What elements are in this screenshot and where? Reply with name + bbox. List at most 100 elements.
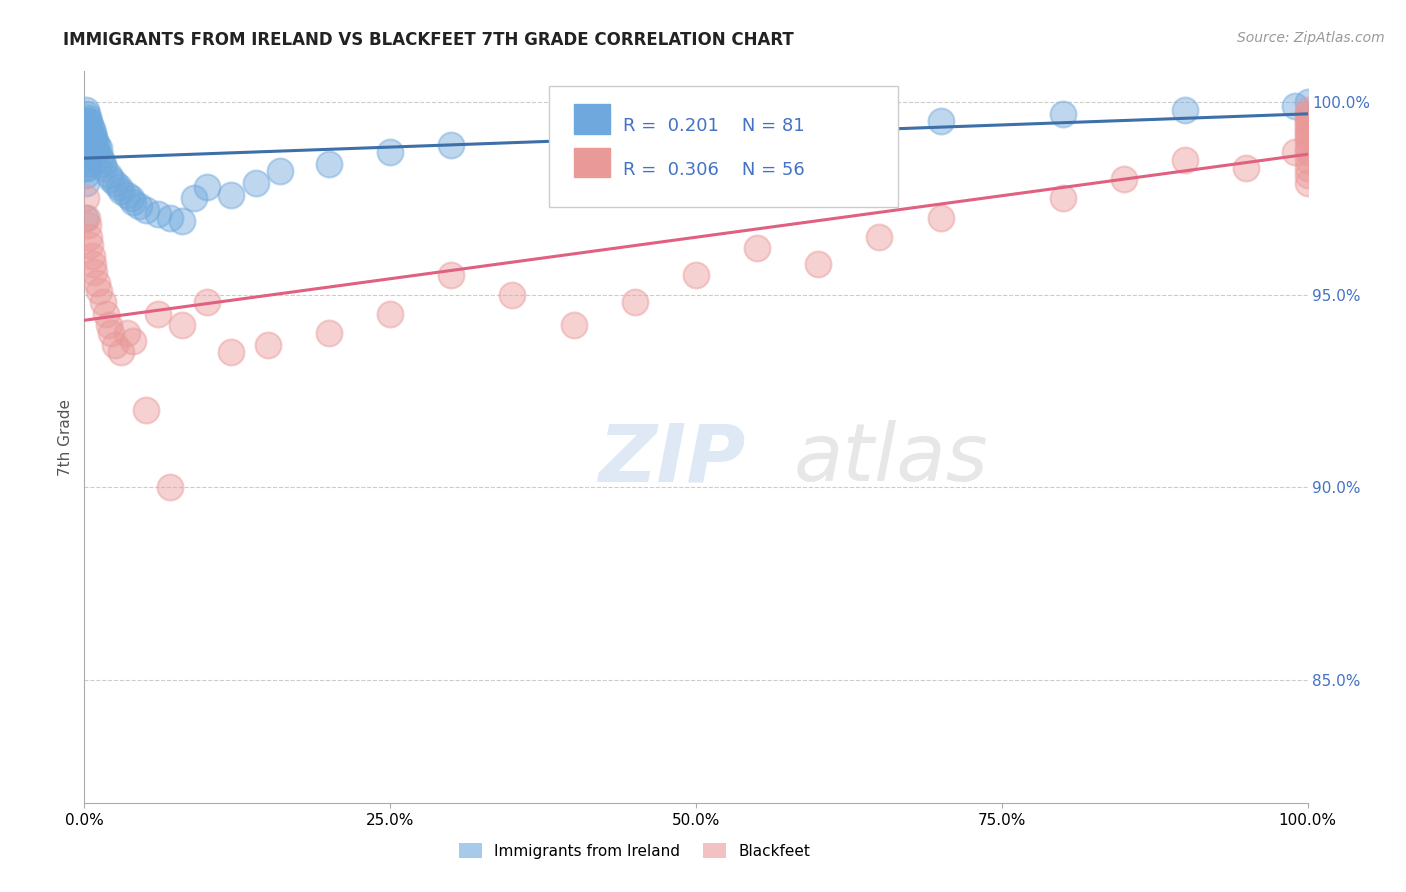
Point [195, 295, 218, 310]
Point [1296, 106, 1319, 120]
Text: IMMIGRANTS FROM IRELAND VS BLACKFEET 7TH GRADE CORRELATION CHART: IMMIGRANTS FROM IRELAND VS BLACKFEET 7TH… [63, 31, 794, 49]
Point [82, 257, 104, 271]
Point [76, 211, 98, 225]
Point [86, 145, 108, 160]
Point [77, 126, 100, 140]
Point [245, 176, 267, 190]
Point [1052, 191, 1074, 205]
Point [90, 153, 112, 167]
Point [159, 480, 181, 494]
Point [110, 184, 132, 198]
Point [75, 176, 97, 190]
Point [562, 129, 585, 144]
Point [87, 284, 110, 298]
Point [75, 129, 97, 144]
Point [75, 122, 97, 136]
Point [76, 114, 98, 128]
Point [89, 149, 111, 163]
Point [1296, 111, 1319, 125]
Text: R =  0.201    N = 81: R = 0.201 N = 81 [623, 117, 804, 135]
Point [75, 153, 97, 167]
Point [1296, 126, 1319, 140]
Point [135, 202, 157, 217]
Point [115, 326, 138, 340]
Point [104, 337, 127, 351]
Point [76, 106, 98, 120]
Point [1296, 114, 1319, 128]
Point [77, 157, 100, 171]
Point [172, 214, 194, 228]
Point [1296, 176, 1319, 190]
Point [380, 307, 402, 321]
Point [1296, 141, 1319, 155]
Point [146, 207, 169, 221]
Point [1296, 103, 1319, 117]
Point [83, 264, 105, 278]
Point [83, 137, 105, 152]
Point [380, 145, 402, 160]
Point [1284, 145, 1306, 160]
Point [1296, 118, 1319, 132]
Point [869, 230, 891, 244]
Point [110, 345, 132, 359]
Point [122, 334, 145, 348]
Point [76, 129, 98, 144]
Point [84, 134, 107, 148]
Point [1296, 134, 1319, 148]
Point [75, 114, 97, 128]
Point [80, 137, 103, 152]
Point [929, 114, 952, 128]
Point [183, 191, 205, 205]
Point [100, 172, 122, 186]
Point [77, 149, 100, 163]
Point [79, 126, 101, 140]
Point [440, 268, 463, 283]
Point [1296, 153, 1319, 167]
Point [77, 114, 100, 128]
Point [97, 169, 120, 183]
Point [86, 137, 108, 152]
Point [79, 118, 101, 132]
Point [79, 149, 101, 163]
Point [77, 137, 100, 152]
Point [115, 187, 138, 202]
Text: Source: ZipAtlas.com: Source: ZipAtlas.com [1237, 31, 1385, 45]
Point [76, 122, 98, 136]
Point [80, 249, 103, 263]
Point [1296, 145, 1319, 160]
Point [86, 276, 108, 290]
Point [79, 237, 101, 252]
Point [146, 307, 169, 321]
Point [76, 145, 98, 160]
FancyBboxPatch shape [574, 148, 610, 178]
Point [93, 161, 115, 175]
Point [1296, 122, 1319, 136]
FancyBboxPatch shape [574, 104, 610, 134]
Point [195, 179, 218, 194]
Point [219, 187, 242, 202]
Point [159, 211, 181, 225]
Point [77, 141, 100, 155]
Point [77, 118, 100, 132]
Point [83, 129, 105, 144]
Point [77, 230, 100, 244]
Text: R =  0.306    N = 56: R = 0.306 N = 56 [623, 161, 804, 178]
Point [76, 161, 98, 175]
Point [75, 145, 97, 160]
Point [257, 337, 280, 351]
Point [1174, 103, 1197, 117]
Point [75, 137, 97, 152]
Point [80, 129, 103, 144]
Point [1296, 161, 1319, 175]
Point [77, 134, 100, 148]
Point [562, 318, 585, 333]
Point [219, 345, 242, 359]
Point [96, 307, 118, 321]
Point [172, 318, 194, 333]
Point [91, 157, 114, 171]
Point [77, 219, 100, 233]
Point [76, 153, 98, 167]
Point [79, 134, 101, 148]
Point [75, 103, 97, 117]
Point [1284, 99, 1306, 113]
